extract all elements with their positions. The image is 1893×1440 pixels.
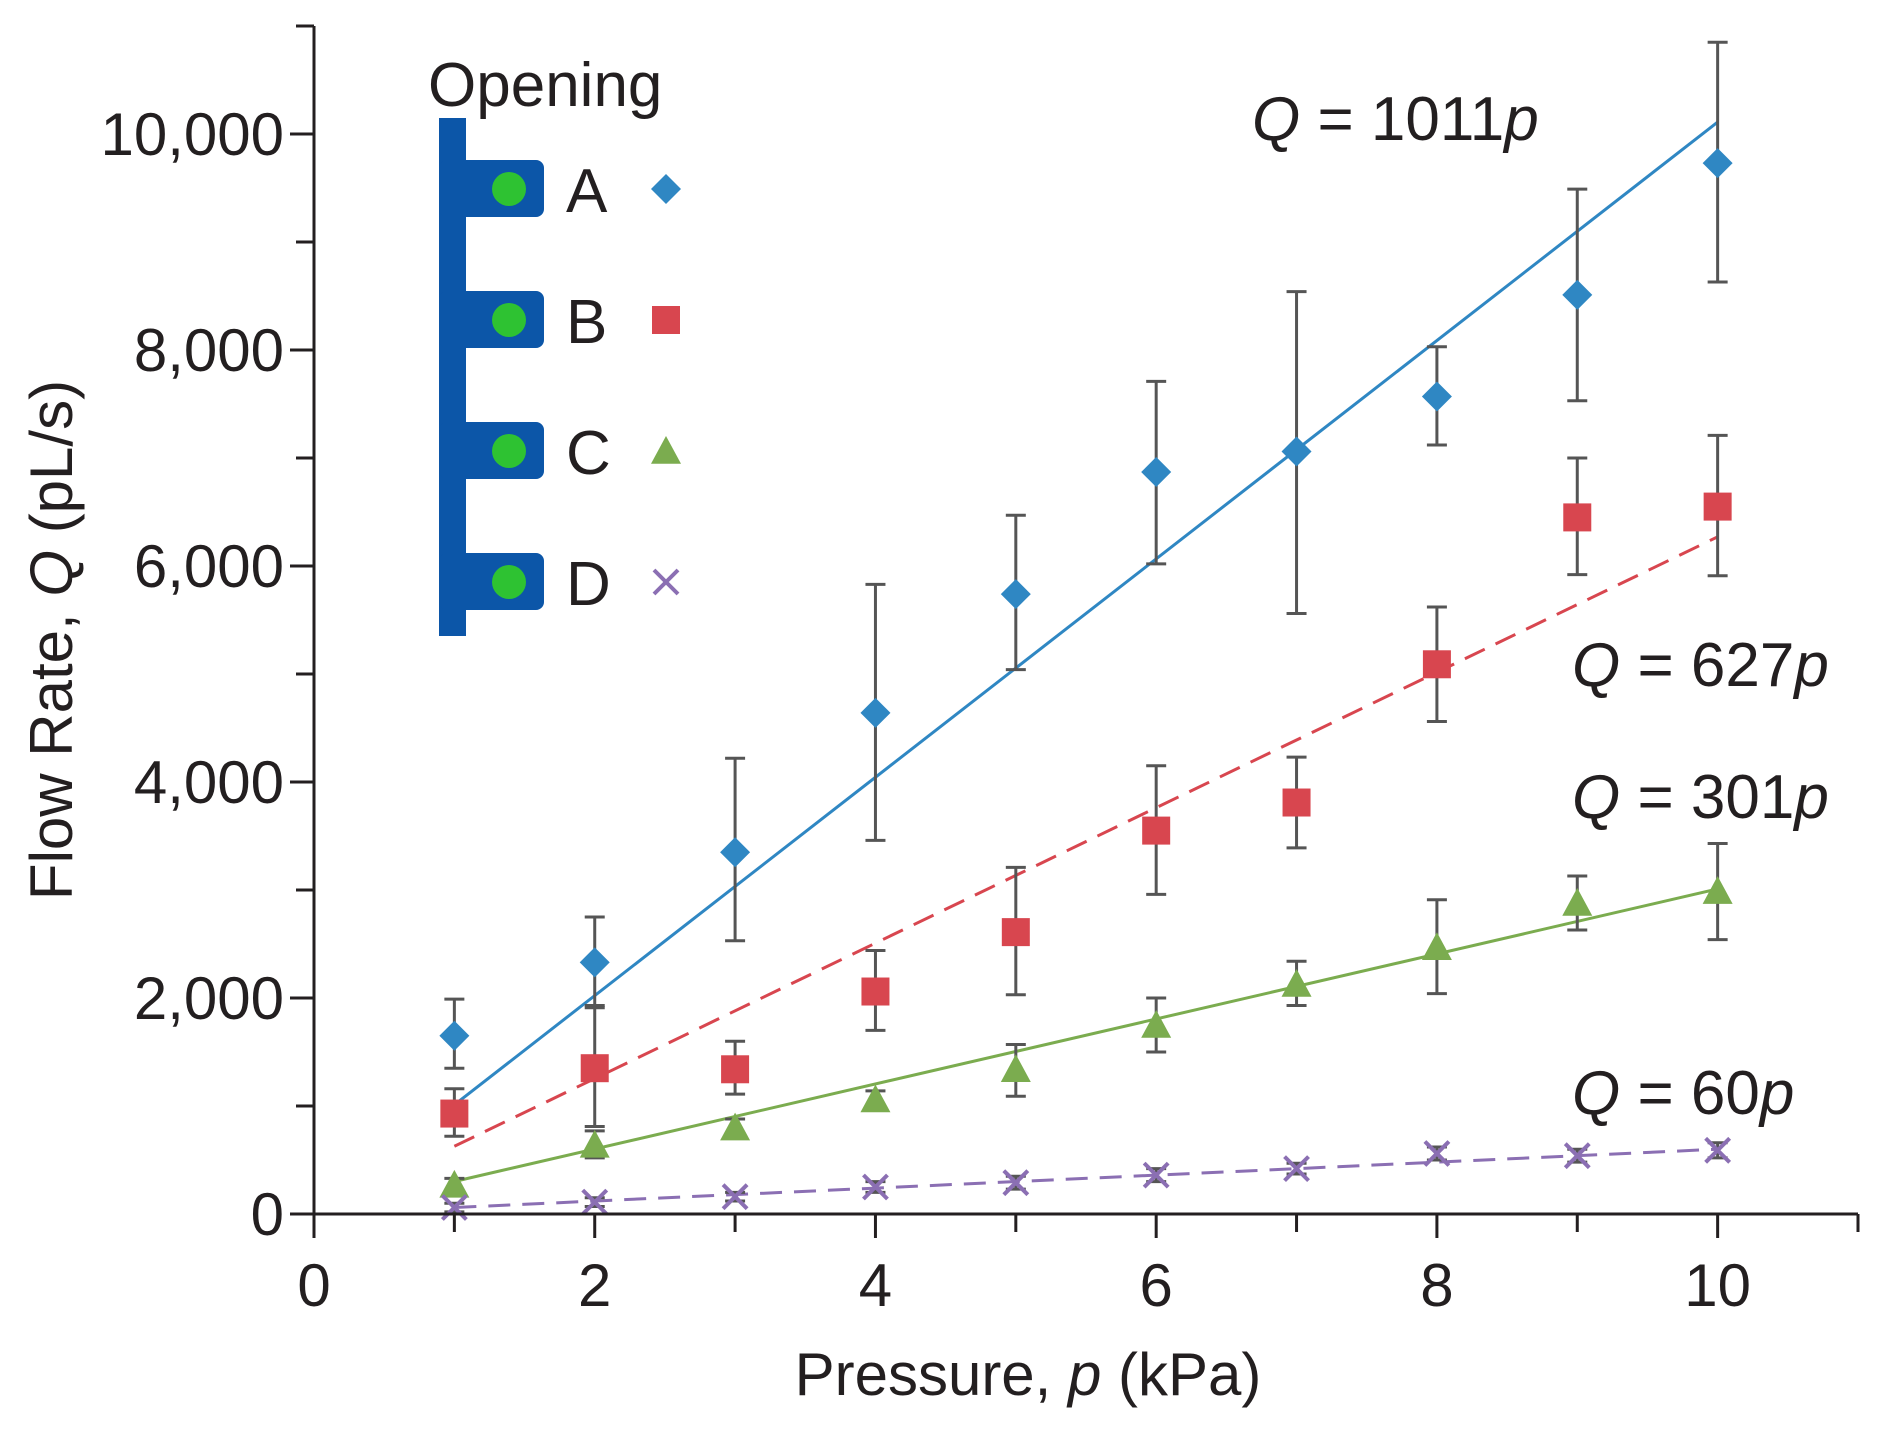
- data-point-b: [1282, 788, 1311, 817]
- data-point-d: [1002, 1169, 1030, 1197]
- legend-label-b: B: [566, 288, 607, 357]
- data-point-b: [440, 1099, 469, 1128]
- y-tick-label: 4,000: [134, 749, 284, 816]
- data-point-a: [860, 697, 891, 728]
- data-point-d-stroke-2: [1142, 1161, 1170, 1189]
- data-point-c: [1141, 1010, 1172, 1038]
- x-axis-title: Pressure, p (kPa): [795, 1341, 1262, 1408]
- data-markers: [439, 148, 1733, 1221]
- data-point-d-stroke-2: [1283, 1155, 1310, 1183]
- data-point-a: [720, 837, 751, 868]
- data-point-d-stroke-2: [862, 1173, 889, 1201]
- data-point-d: [581, 1188, 609, 1216]
- data-point-a: [1562, 279, 1593, 310]
- device-port-b: [439, 291, 544, 348]
- y-tick-label: 10,000: [100, 101, 284, 168]
- fit-label-a: Q = 1011p: [1252, 85, 1539, 154]
- legend-label-a: A: [566, 157, 608, 226]
- data-point-d: [1142, 1161, 1170, 1189]
- data-point-b: [580, 1054, 609, 1083]
- data-point-a: [1141, 457, 1172, 488]
- data-point-b: [1422, 650, 1451, 679]
- legend-label-c: C: [566, 419, 611, 488]
- data-point-c: [1562, 887, 1593, 916]
- data-point-b: [1142, 816, 1171, 845]
- x-tick-label: 2: [578, 1252, 611, 1319]
- data-point-d: [1704, 1136, 1732, 1164]
- data-point-c: [1702, 876, 1733, 904]
- data-point-d: [1563, 1142, 1591, 1170]
- data-point-c: [439, 1169, 470, 1198]
- y-tick-label: 2,000: [134, 965, 284, 1032]
- x-tick-label: 0: [297, 1252, 330, 1319]
- data-point-d-stroke-2: [581, 1188, 609, 1216]
- data-point-a: [1702, 148, 1733, 179]
- legend-label-d: D: [566, 550, 611, 619]
- data-point-b: [721, 1055, 750, 1084]
- data-point-d-stroke-2: [721, 1183, 749, 1211]
- data-point-d-stroke-2: [1423, 1140, 1451, 1167]
- data-point-b: [1703, 492, 1732, 521]
- y-axis-title: Flow Rate, Q (pL/s): [18, 380, 85, 900]
- data-point-a: [579, 947, 610, 978]
- device-port-d: [439, 553, 544, 610]
- data-point-c: [1000, 1054, 1031, 1083]
- opening-dot-c: [492, 434, 526, 468]
- opening-dot-a: [492, 172, 526, 206]
- data-point-b: [1563, 503, 1592, 532]
- data-point-d-stroke-2: [1563, 1142, 1591, 1170]
- device-port-a: [439, 160, 544, 217]
- legend-title: Opening: [428, 51, 662, 120]
- data-point-d-stroke-2: [440, 1194, 468, 1221]
- fit-lines: [453, 120, 1719, 1210]
- data-point-d-stroke-2: [1002, 1169, 1030, 1197]
- y-tick-label: 0: [251, 1181, 284, 1248]
- device-port-c: [439, 422, 544, 479]
- data-point-b: [1001, 918, 1030, 947]
- legend: Opening A B C D: [428, 51, 681, 636]
- data-point-c: [579, 1129, 610, 1158]
- legend-marker-b: [652, 306, 680, 334]
- y-tick-label: 8,000: [134, 317, 284, 384]
- fit-label-c: Q = 301p: [1572, 763, 1829, 832]
- data-point-c: [1421, 932, 1452, 960]
- fit-line-b: [453, 535, 1719, 1148]
- legend-marker-c: [651, 436, 681, 464]
- data-point-a: [439, 1020, 470, 1051]
- fit-label-d: Q = 60p: [1572, 1059, 1794, 1128]
- x-tick-label: 6: [1139, 1252, 1172, 1319]
- data-point-d-stroke-2: [1704, 1136, 1732, 1164]
- data-point-d: [1423, 1140, 1451, 1167]
- data-point-a: [1421, 381, 1452, 412]
- opening-dot-b: [492, 303, 526, 337]
- legend-markers: [651, 174, 681, 596]
- legend-marker-a: [651, 174, 681, 204]
- data-point-d: [440, 1194, 468, 1221]
- data-point-c: [860, 1084, 891, 1113]
- fit-label-b: Q = 627p: [1572, 631, 1829, 700]
- data-point-c: [720, 1112, 751, 1141]
- opening-device-icon: [439, 118, 544, 636]
- x-tick-label: 8: [1420, 1252, 1453, 1319]
- fit-line-a: [453, 120, 1719, 1106]
- data-point-a: [1000, 579, 1031, 610]
- opening-dot-d: [492, 565, 526, 599]
- legend-marker-d: [652, 568, 680, 596]
- legend-marker-d-stroke-2: [652, 568, 680, 596]
- data-point-d: [1283, 1155, 1310, 1183]
- data-point-b: [861, 977, 890, 1006]
- data-point-c: [1281, 968, 1312, 997]
- fit-line-d: [454, 1147, 1718, 1210]
- fit-line-c: [454, 887, 1718, 1183]
- x-tick-label: 4: [859, 1252, 892, 1319]
- data-point-d: [862, 1173, 889, 1201]
- data-point-a: [1281, 436, 1312, 467]
- data-point-d: [721, 1183, 749, 1211]
- axes: 0 2,000 4,000 6,000 8,000 10,000 0 2 4 6 8 10: [100, 24, 1860, 1319]
- x-tick-label: 10: [1684, 1252, 1751, 1319]
- y-tick-label: 6,000: [134, 533, 284, 600]
